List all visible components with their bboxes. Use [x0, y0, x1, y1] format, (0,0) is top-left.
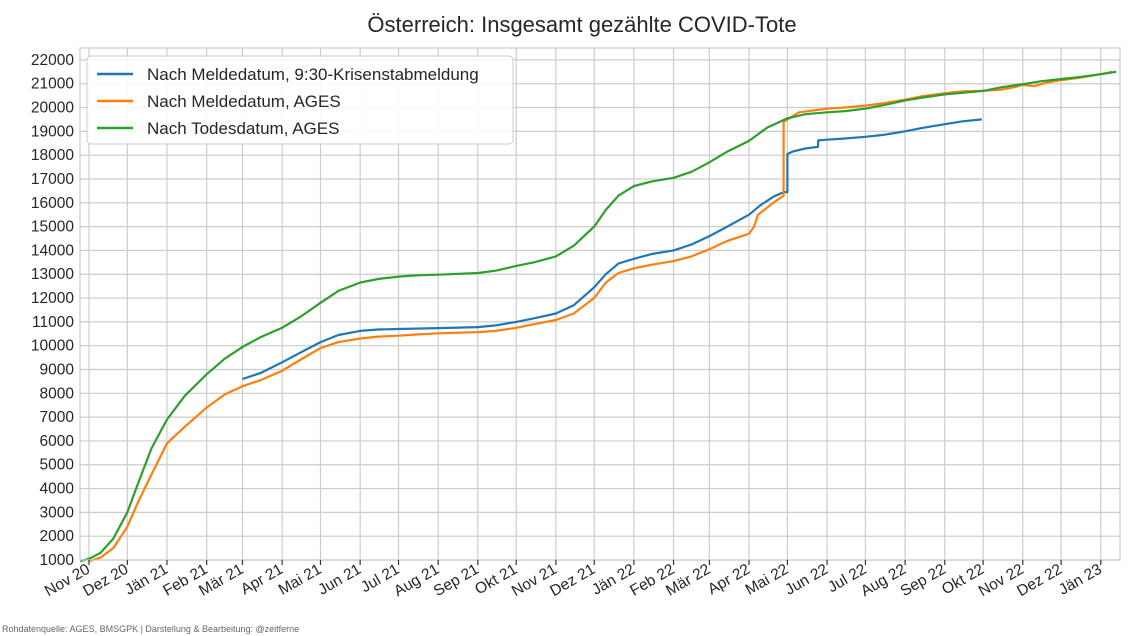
x-tick-label: Aug 21 [391, 561, 442, 600]
y-tick-label: 10000 [31, 338, 74, 355]
x-tick-label: Jän 22 [589, 561, 638, 599]
x-tick-label: Jun 22 [782, 561, 831, 599]
x-tick-label: Mai 21 [276, 561, 325, 599]
series-line-1 [242, 118, 982, 381]
y-tick-label: 14000 [31, 242, 74, 259]
y-tick-label: 17000 [31, 171, 74, 188]
y-tick-label: 12000 [31, 290, 74, 307]
y-tick-label: 19000 [31, 123, 74, 140]
x-tick-label: Sep 21 [431, 561, 482, 600]
x-tick-label: Aug 22 [858, 561, 909, 600]
x-tick-label: Jän 21 [122, 561, 171, 599]
legend-box [86, 55, 514, 145]
x-tick-label: Apr 21 [238, 561, 286, 599]
y-tick-label: 3000 [40, 504, 75, 521]
y-tick-label: 15000 [31, 219, 74, 236]
y-tick-label: 20000 [31, 100, 74, 117]
y-tick-label: 22000 [31, 52, 74, 69]
legend: Nach Meldedatum, 9:30-Krisenstabmeldung N… [86, 55, 514, 145]
y-tick-label: 4000 [40, 481, 75, 498]
y-tick-label: 21000 [31, 76, 74, 93]
y-tick-label: 9000 [40, 361, 75, 378]
y-tick-label: 8000 [40, 385, 75, 402]
series-line-2 [88, 70, 1113, 563]
grid [80, 48, 1120, 561]
x-tick-label: Apr 22 [705, 561, 753, 599]
y-tick-label: 11000 [32, 314, 74, 331]
legend-label-3: Nach Todesdatum, AGES [147, 119, 339, 138]
plot-frame [79, 47, 1121, 561]
x-tick-label: Dez 20 [80, 561, 131, 600]
y-tick-label: 5000 [40, 457, 75, 474]
x-tick-label: Sep 22 [898, 561, 949, 600]
x-tick-label: Dez 21 [547, 561, 598, 600]
legend-label-2: Nach Meldedatum, AGES [147, 92, 341, 111]
y-tick-label: 18000 [31, 147, 74, 164]
y-axis: 1000 2000 3000 4000 5000 6000 7000 8000 9000 1000… [31, 52, 74, 569]
y-tick-label: 7000 [40, 409, 75, 426]
series-line-3 [79, 70, 1117, 563]
series-layer [79, 70, 1117, 563]
y-tick-label: 2000 [40, 528, 75, 545]
y-tick-label: 16000 [31, 195, 74, 212]
y-tick-label: 13000 [31, 266, 74, 283]
chart-title: Österreich: Insgesamt gezählte COVID-Tot… [367, 12, 796, 37]
x-tick-label: Jun 21 [315, 561, 364, 599]
source-note: Rohdatenquelle: AGES, BMSGPK | Darstellu… [2, 624, 299, 634]
y-tick-label: 6000 [40, 433, 75, 450]
y-tick-label: 1000 [40, 552, 75, 569]
x-tick-label: Jän 23 [1056, 561, 1105, 599]
legend-label-1: Nach Meldedatum, 9:30-Krisenstabmeldung [147, 65, 479, 84]
x-tick-label: Dez 22 [1014, 561, 1065, 600]
x-tick-label: Mai 22 [743, 561, 792, 599]
